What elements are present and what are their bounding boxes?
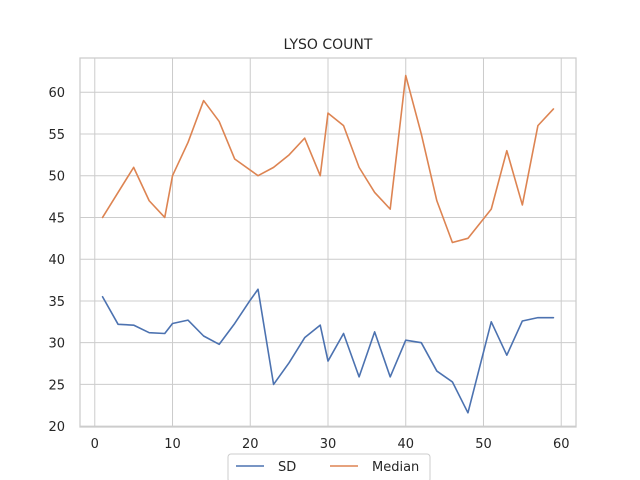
x-tick-label: 50: [475, 437, 492, 452]
series-lines: [101, 74, 555, 414]
x-tick-label: 40: [397, 437, 414, 452]
y-tick-label: 20: [48, 420, 65, 435]
x-tick-label: 20: [242, 437, 259, 452]
x-tick-label: 0: [91, 437, 99, 452]
legend-label-sd: SD: [278, 460, 296, 475]
x-tick-label: 10: [164, 437, 181, 452]
tick-labels: 0 10 20 30 40 50 60 20 25 30 35 40 45 50 55 60: [48, 86, 569, 452]
y-tick-label: 25: [48, 378, 65, 393]
x-tick-label: 30: [320, 437, 337, 452]
y-tick-label: 30: [48, 337, 65, 352]
chart-title: LYSO COUNT: [284, 37, 373, 53]
series-line-sd: [101, 288, 555, 414]
series-line-median: [101, 74, 555, 244]
y-tick-label: 50: [48, 170, 65, 185]
y-tick-label: 60: [48, 86, 65, 101]
grid: [80, 58, 576, 427]
legend-box: [227, 453, 431, 480]
x-tick-label: 60: [553, 437, 570, 452]
y-tick-label: 55: [48, 128, 65, 143]
y-tick-label: 40: [48, 253, 65, 268]
legend: SD Median: [227, 453, 431, 480]
legend-label-median: Median: [372, 460, 419, 475]
y-tick-label: 35: [48, 295, 65, 310]
y-tick-label: 45: [48, 211, 65, 226]
